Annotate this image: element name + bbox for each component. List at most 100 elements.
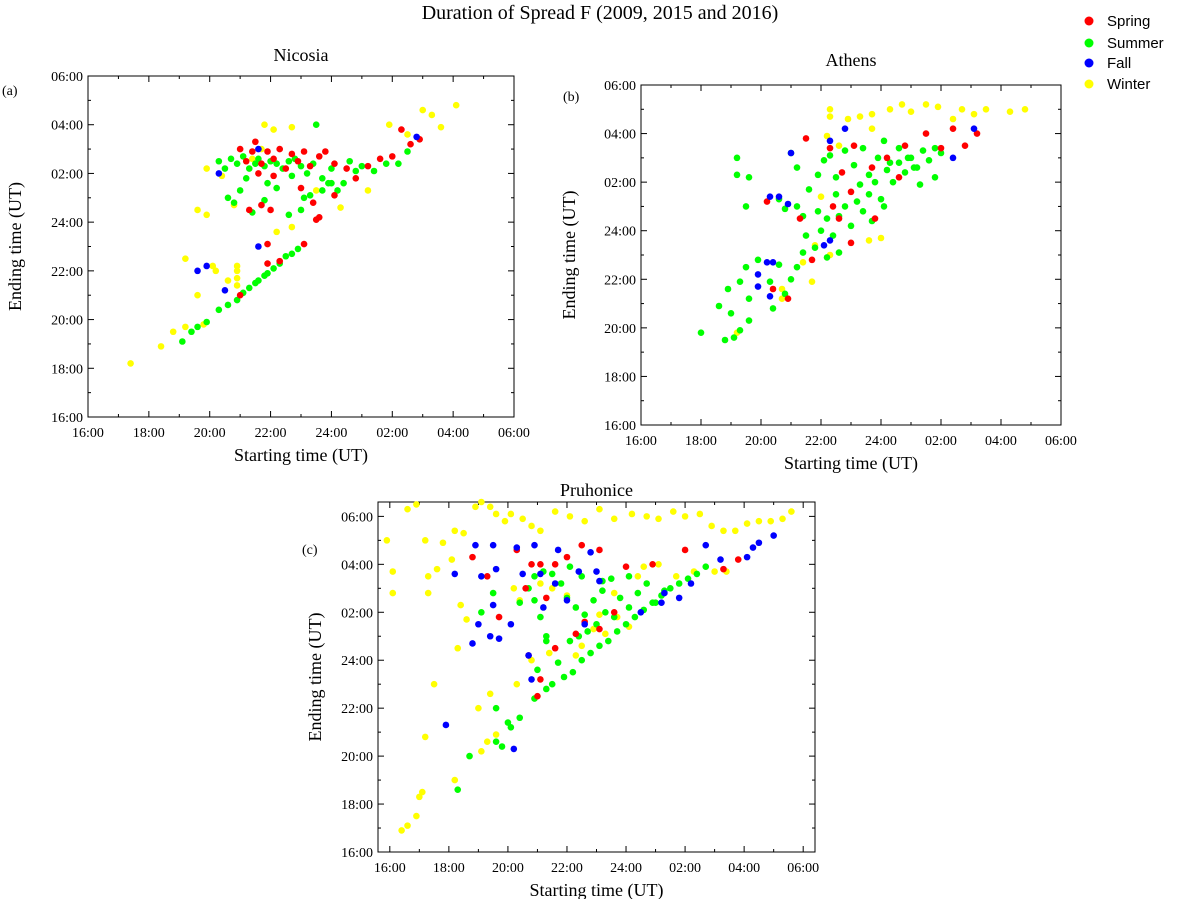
data-point-winter [537,527,544,535]
data-point-fall [575,568,583,575]
data-point-summer [724,285,732,293]
data-point-winter [970,110,978,118]
data-point-winter [209,262,217,270]
data-point-summer [492,738,500,746]
data-point-spring [522,585,529,592]
data-point-summer [781,205,789,213]
data-point-winter [868,110,876,118]
x-tick-label: 18:00 [433,861,465,876]
data-point-summer [886,159,894,167]
data-point-summer [215,306,223,314]
data-point-summer [610,613,618,621]
data-point-spring [610,608,618,616]
data-point-summer [829,232,837,239]
data-point-winter [610,515,618,523]
data-point-fall [540,604,547,611]
data-point-summer [631,613,639,621]
data-point-winter [826,105,834,113]
data-point-spring [835,215,843,222]
data-point-summer [221,165,229,172]
data-point-summer [596,642,603,650]
data-point-winter [672,573,680,580]
x-tick-label: 02:00 [376,426,408,441]
data-point-spring [388,153,396,160]
data-point-winter [640,563,648,571]
data-point-summer [781,290,789,298]
data-point-spring [922,130,930,137]
data-point-summer [802,232,810,239]
y-tick-label: 20:00 [341,750,373,765]
data-point-winter [844,115,852,123]
data-point-fall [820,241,828,249]
data-point-spring [306,162,314,170]
data-point-fall [492,565,500,573]
data-point-winter [483,738,491,746]
data-point-winter [404,505,411,513]
data-point-summer [382,160,390,167]
data-point-summer [358,162,366,170]
data-point-spring [264,148,271,155]
data-point-summer [537,613,544,621]
data-point-summer [814,207,822,215]
data-point-winter [566,513,574,520]
x-axis-label: Starting time (UT) [784,453,918,474]
data-point-winter [835,142,843,150]
data-point-spring [901,142,909,150]
data-point-summer [270,265,277,272]
data-point-summer [910,164,918,171]
data-point-summer [328,165,335,172]
data-point-summer [236,187,244,194]
legend: Spring Summer Fall Winter [1084,13,1164,93]
data-point-summer [294,245,302,253]
data-point-spring [572,630,580,638]
data-point-winter [596,505,603,513]
data-point-winter [452,101,460,109]
data-point-fall [525,652,532,659]
data-point-summer [925,156,933,164]
data-point-summer [590,596,597,604]
data-point-summer [346,157,353,165]
data-point-summer [489,589,497,597]
y-tick-label: 18:00 [341,798,373,813]
data-point-spring [681,546,689,554]
data-point-fall [675,594,683,602]
data-point-spring [802,135,810,142]
data-point-winter [421,537,429,544]
data-point-spring [961,142,969,150]
data-point-winter [472,503,479,511]
data-point-fall [717,556,724,563]
data-point-winter [755,517,763,525]
data-point-summer [543,685,550,693]
data-point-summer [233,160,241,167]
panel-label: (b) [563,90,580,105]
data-point-fall [478,573,485,580]
data-point-summer [230,199,238,206]
plot-frame [377,501,816,853]
data-point-summer [584,628,591,635]
data-point-summer [282,252,290,260]
data-point-winter [233,282,241,289]
data-point-summer [880,203,888,210]
data-point-spring [309,199,317,206]
x-tick-label: 06:00 [1045,434,1077,449]
data-point-summer [847,222,855,230]
data-point-spring [300,240,308,248]
data-point-summer [904,154,912,162]
data-point-winter [898,101,906,108]
data-point-fall [475,620,482,628]
data-point-winter [421,733,429,741]
data-point-summer [625,573,633,580]
data-point-winter [778,295,786,303]
data-point-summer [826,152,834,159]
data-point-winter [451,776,459,784]
data-point-summer [319,175,326,182]
x-tick-label: 22:00 [551,861,583,876]
data-point-summer [832,190,840,198]
data-point-spring [495,613,503,621]
data-point-winter [886,105,894,113]
data-point-spring [236,291,244,299]
data-point-winter [413,501,420,508]
data-point-fall [221,287,229,294]
data-point-winter [249,155,256,163]
data-point-summer [239,153,247,160]
